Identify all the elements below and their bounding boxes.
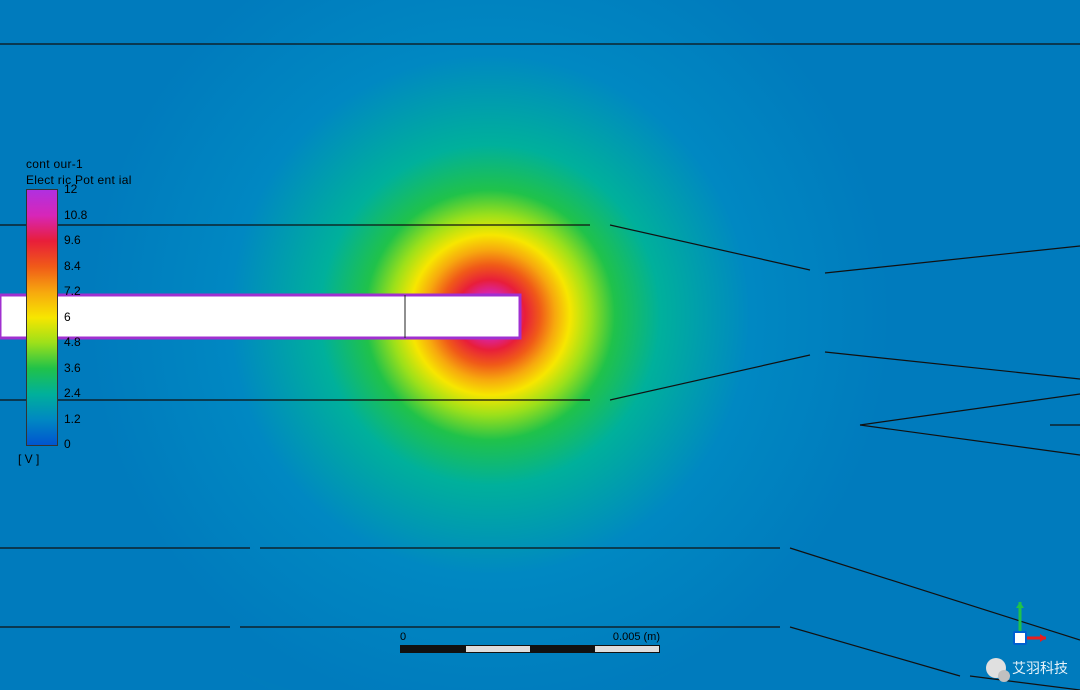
scalebar-segment bbox=[530, 646, 595, 652]
scalebar-segments bbox=[400, 645, 660, 653]
colorbar-tick-label: 0 bbox=[64, 437, 71, 451]
brand-watermark: 艾羽科技 bbox=[986, 658, 1068, 678]
wechat-icon bbox=[986, 658, 1006, 678]
colorbar-tick-label: 3.6 bbox=[64, 361, 81, 375]
scale-bar: 0 0.005 (m) bbox=[400, 631, 660, 653]
contour-plot-canvas bbox=[0, 0, 1080, 690]
scalebar-segment bbox=[466, 646, 531, 652]
scalebar-label-min: 0 bbox=[400, 631, 406, 643]
legend-title-1: cont our-1 bbox=[26, 157, 146, 171]
scalebar-label-max: 0.005 (m) bbox=[613, 631, 660, 643]
colorbar-tick-label: 7.2 bbox=[64, 284, 81, 298]
colorbar-tick-label: 9.6 bbox=[64, 233, 81, 247]
colorbar-gradient bbox=[26, 189, 58, 446]
colorbar-tick-label: 8.4 bbox=[64, 259, 81, 273]
colorbar-units: [ V ] bbox=[18, 452, 146, 466]
colorbar-legend: cont our-1 Elect ric Pot ent ial 12 10.8 9… bbox=[26, 157, 146, 466]
colorbar-tick-label: 10.8 bbox=[64, 208, 87, 222]
colorbar-tick-label: 6 bbox=[64, 310, 71, 324]
axis-triad-icon bbox=[990, 594, 1050, 654]
colorbar-tick-label: 12 bbox=[64, 182, 77, 196]
watermark-text: 艾羽科技 bbox=[1012, 658, 1068, 678]
colorbar-tick-label: 1.2 bbox=[64, 412, 81, 426]
scalebar-segment bbox=[401, 646, 466, 652]
scalebar-segment bbox=[595, 646, 660, 652]
legend-title-2: Elect ric Pot ent ial bbox=[26, 173, 146, 187]
colorbar-tick-label: 4.8 bbox=[64, 335, 81, 349]
colorbar-tick-label: 2.4 bbox=[64, 386, 81, 400]
